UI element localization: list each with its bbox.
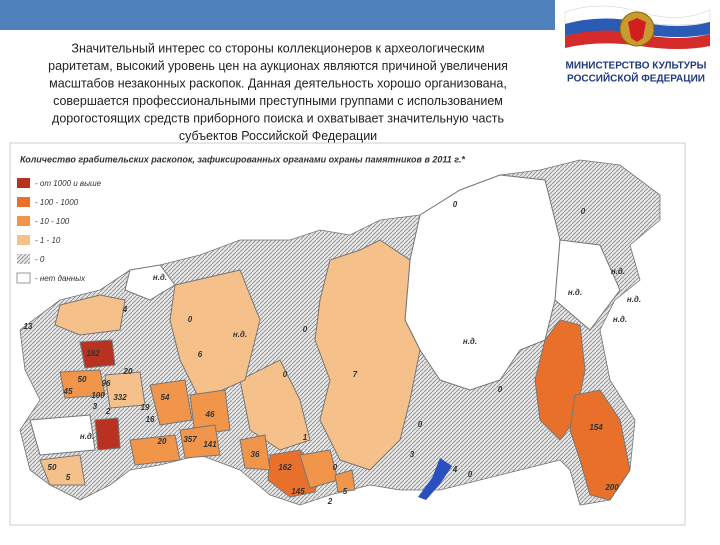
region-label: 46 [205, 410, 215, 419]
lake [418, 458, 452, 500]
region-label: н.д. [611, 267, 625, 276]
region [334, 469, 356, 493]
region-label: 1 [303, 433, 308, 442]
region-label: 2 [327, 497, 333, 506]
region-label: 20 [123, 367, 133, 376]
region [314, 239, 421, 471]
region [239, 359, 311, 451]
legend-swatch [16, 272, 31, 284]
region-label: н.д. [463, 337, 477, 346]
region-label: 0 [283, 370, 288, 379]
region [94, 417, 121, 451]
region-label: 0 [468, 470, 473, 479]
region-label: 145 [291, 487, 305, 496]
region-label: 357 [183, 435, 197, 444]
legend-swatch [17, 178, 30, 188]
legend-label: - 1 - 10 [35, 236, 61, 245]
region [554, 239, 621, 331]
region-label: н.д. [613, 315, 627, 324]
region-label: 0 [188, 315, 193, 324]
region-label: 200 [604, 483, 619, 492]
legend-swatch [17, 235, 30, 245]
legend-swatch [17, 197, 30, 207]
region [124, 264, 176, 301]
region [239, 434, 271, 471]
legend-label: - 0 [35, 255, 45, 264]
region-label: н.д. [627, 295, 641, 304]
logo [564, 5, 711, 49]
region-label: 162 [278, 463, 292, 472]
ministry-name: МИНИСТЕРСТВО КУЛЬТУРЫ [566, 61, 707, 72]
legend-label: - нет данных [35, 274, 86, 283]
region [59, 369, 106, 399]
region-label: 16 [146, 415, 155, 424]
region [79, 339, 116, 369]
region [179, 424, 221, 459]
legend-label: - 100 - 1000 [35, 198, 79, 207]
region-label: 0 [453, 200, 458, 209]
region-label: н.д. [80, 432, 94, 441]
region-label: 45 [63, 387, 73, 396]
legend [16, 178, 31, 284]
paragraph-line: масштабов незаконных раскопок. Данная де… [49, 76, 507, 90]
region [54, 294, 126, 336]
paragraph-line: Значительный интерес со стороны коллекци… [71, 41, 484, 55]
map-area [9, 142, 686, 526]
region [569, 389, 631, 501]
legend-swatch [17, 254, 30, 264]
region-label: 36 [251, 450, 260, 459]
legend-swatch [17, 216, 30, 226]
region-label: 54 [161, 393, 170, 402]
region-label: 50 [78, 375, 87, 384]
region-label: 13 [24, 322, 33, 331]
region-label: 4 [452, 465, 458, 474]
region-label: 0 [333, 463, 338, 472]
region-label: н.д. [153, 273, 167, 282]
region-label: 182 [86, 349, 100, 358]
region-label: 0 [418, 420, 423, 429]
region [29, 414, 96, 456]
region [189, 389, 231, 436]
legend-label: - 10 - 100 [35, 217, 70, 226]
region-label: 0 [303, 325, 308, 334]
region-label: н.д. [233, 330, 247, 339]
region-label: 3 [410, 450, 415, 459]
region-label: н.д. [568, 288, 582, 297]
region-label: 0 [498, 385, 503, 394]
paragraph-line: субъектов Российской Федерации [179, 129, 377, 143]
region-label: 0 [581, 207, 586, 216]
paragraph-line: дорогостоящих средств приборного поиска … [52, 111, 504, 125]
region [39, 454, 86, 486]
region-label: 3 [93, 402, 98, 411]
region-label: 4 [122, 305, 128, 314]
region-label: 19 [141, 403, 150, 412]
region-label: 2 [105, 407, 111, 416]
region-label: 5 [343, 487, 348, 496]
paragraph-line: раритетам, высокий уровень цен на аукцио… [48, 59, 508, 73]
region-label: 332 [113, 393, 127, 402]
legend-label: - от 1000 и выше [35, 179, 102, 188]
map-title: Количество грабительских раскопок, зафик… [20, 154, 465, 164]
region-label: 50 [48, 463, 57, 472]
region-label: 141 [203, 440, 217, 449]
region [149, 379, 193, 426]
top-bar [0, 0, 555, 30]
region-label: 7 [353, 370, 358, 379]
region-label: 96 [102, 379, 111, 388]
region-label: 6 [198, 350, 203, 359]
region [104, 371, 146, 409]
ministry-name: РОССИЙСКОЙ ФЕДЕРАЦИИ [567, 72, 705, 85]
region-label: 100 [91, 391, 105, 400]
region [129, 434, 181, 466]
region-label: 20 [157, 437, 167, 446]
region-label: 5 [66, 473, 71, 482]
paragraph-line: совершается профессиональными преступным… [53, 94, 503, 108]
region-label: 154 [589, 423, 603, 432]
